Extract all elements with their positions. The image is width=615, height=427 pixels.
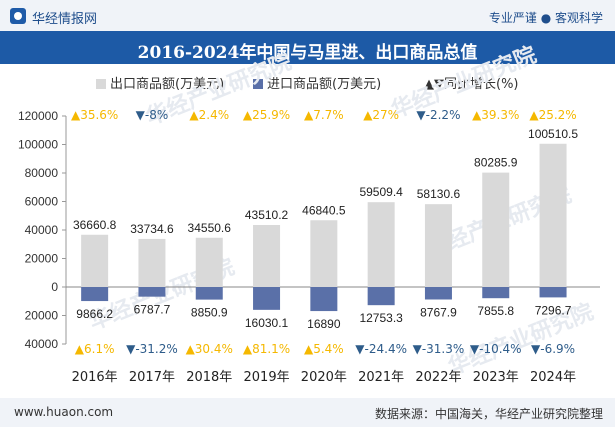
import-bar-4 <box>310 287 338 312</box>
export-bar-5 <box>367 202 395 287</box>
y-tick-label-1: 100000 <box>18 138 58 152</box>
y-tick-label-3: 60000 <box>25 195 59 209</box>
import-value-label-2: 8850.9 <box>191 306 228 320</box>
import-bar-2 <box>195 287 223 300</box>
footer-source: 数据来源：中国海关，华经产业研究院整理 <box>374 407 603 421</box>
y-tick-label-2: 80000 <box>25 166 59 180</box>
import-bar-0 <box>81 287 109 302</box>
y-axis-ticks: 120000 100000 80000 60000 40000 20000 0 20000 40… <box>18 109 66 351</box>
import-growth-label-2: ▲30.4% <box>186 342 233 356</box>
legend-growth: ▲▼同比增长(%) <box>424 73 519 92</box>
import-value-label-7: 7855.8 <box>477 304 514 318</box>
import-bar-5 <box>367 287 395 306</box>
legend-export-swatch <box>96 79 106 89</box>
tagline: 专业严谨 ● 客观科学 <box>488 11 603 25</box>
export-bar-4 <box>310 220 338 287</box>
brand-name: 华经情报网 <box>32 12 98 27</box>
export-growth-label-7: ▲39.3% <box>472 108 519 122</box>
import-bar-1 <box>138 287 166 297</box>
export-value-label-5: 59509.4 <box>359 185 403 199</box>
import-growth-label-8: ▼-6.9% <box>531 342 575 356</box>
x-axis-labels: 2016年 2017年 2018年 2019年 2020年 2021年 2022年 2023年… <box>72 370 576 385</box>
data-labels: 36660.8 9866.2 ▲35.6% ▲6.1% 33734.6 6787.7 ▼-8… <box>71 108 578 356</box>
y-tick-label-0: 120000 <box>18 109 58 123</box>
x-category-label-2: 2018年 <box>186 370 232 385</box>
import-growth-label-3: ▲81.1% <box>243 342 290 356</box>
x-category-label-7: 2023年 <box>473 370 519 385</box>
import-value-label-3: 16030.1 <box>245 316 289 330</box>
export-value-label-6: 58130.6 <box>417 187 461 201</box>
title-bar: 2016-2024年中国与马里进、出口商品总值 <box>0 31 615 64</box>
footer: www.huaon.com 数据来源：中国海关，华经产业研究院整理 <box>0 398 615 427</box>
legend-growth-label: ▲▼同比增长(%) <box>424 77 519 92</box>
legend-export-label: 出口商品额(万美元) <box>110 77 225 92</box>
export-value-label-2: 34550.6 <box>188 221 232 235</box>
import-bar-8 <box>539 287 567 298</box>
import-value-label-4: 16890 <box>307 317 341 331</box>
export-bar-6 <box>424 204 452 287</box>
export-growth-label-6: ▼-2.2% <box>416 108 460 122</box>
footer-url: www.huaon.com <box>14 405 114 419</box>
bars <box>81 143 567 312</box>
export-bar-2 <box>195 237 223 287</box>
legend-import-label: 进口商品额(万美元) <box>267 77 382 92</box>
export-value-label-3: 43510.2 <box>245 208 289 222</box>
x-category-label-4: 2020年 <box>301 370 347 385</box>
import-growth-label-6: ▼-31.3% <box>413 342 465 356</box>
chart-title: 2016-2024年中国与马里进、出口商品总值 <box>137 43 478 63</box>
y-tick-label-6: 0 <box>51 280 58 294</box>
import-value-label-8: 7296.7 <box>535 303 572 317</box>
legend-import: 进口商品额(万美元) <box>253 73 381 92</box>
export-bar-3 <box>253 224 281 287</box>
export-growth-label-5: ▲27% <box>363 108 399 122</box>
brand-logo-icon <box>10 8 26 24</box>
export-value-label-8: 100510.5 <box>528 127 578 141</box>
chart-svg: 华经产业研究院华经产业研究院华经产业研究院华经产业研究院华经产业研究院 1200… <box>18 42 600 385</box>
export-value-label-1: 33734.6 <box>130 222 174 236</box>
legend-export: 出口商品额(万美元) <box>96 73 224 92</box>
x-category-label-5: 2021年 <box>358 370 404 385</box>
export-bar-8 <box>539 143 567 287</box>
export-value-label-0: 36660.8 <box>73 218 117 232</box>
top-bar: 华经情报网 专业严谨 ● 客观科学 <box>0 0 615 31</box>
import-value-label-0: 9866.2 <box>76 307 113 321</box>
import-bar-6 <box>424 287 452 300</box>
y-tick-label-8: 40000 <box>25 337 59 351</box>
x-category-label-8: 2024年 <box>530 370 576 385</box>
x-category-label-0: 2016年 <box>72 370 118 385</box>
export-growth-label-0: ▲35.6% <box>71 108 118 122</box>
legend-import-swatch <box>253 79 263 89</box>
export-value-label-4: 46840.5 <box>302 203 346 217</box>
import-growth-label-4: ▲5.4% <box>304 342 344 356</box>
x-category-label-6: 2022年 <box>415 370 461 385</box>
import-value-label-6: 8767.9 <box>420 305 457 319</box>
import-value-label-1: 6787.7 <box>134 303 171 317</box>
import-growth-label-0: ▲6.1% <box>75 342 115 356</box>
export-growth-label-3: ▲25.9% <box>243 108 290 122</box>
export-bar-0 <box>81 234 109 287</box>
x-category-label-1: 2017年 <box>129 370 175 385</box>
y-tick-label-5: 20000 <box>25 252 59 266</box>
chart-legend: 出口商品额(万美元) 进口商品额(万美元) ▲▼同比增长(%) <box>0 73 615 93</box>
import-bar-3 <box>253 287 281 310</box>
export-growth-label-4: ▲7.7% <box>304 108 344 122</box>
import-growth-label-7: ▼-10.4% <box>470 342 522 356</box>
import-growth-label-5: ▼-24.4% <box>355 342 407 356</box>
export-growth-label-1: ▼-8% <box>136 108 169 122</box>
export-value-label-7: 80285.9 <box>474 156 518 170</box>
watermark-4: 华经产业研究院 <box>445 299 598 381</box>
import-growth-label-1: ▼-31.2% <box>126 342 178 356</box>
export-growth-label-8: ▲25.2% <box>529 108 576 122</box>
export-bar-7 <box>482 172 510 287</box>
export-bar-1 <box>138 238 166 287</box>
export-growth-label-2: ▲2.4% <box>189 108 229 122</box>
y-tick-label-7: 20000 <box>25 309 59 323</box>
import-value-label-5: 12753.3 <box>359 311 403 325</box>
import-bar-7 <box>482 287 510 299</box>
x-category-label-3: 2019年 <box>244 370 290 385</box>
y-tick-label-4: 40000 <box>25 223 59 237</box>
